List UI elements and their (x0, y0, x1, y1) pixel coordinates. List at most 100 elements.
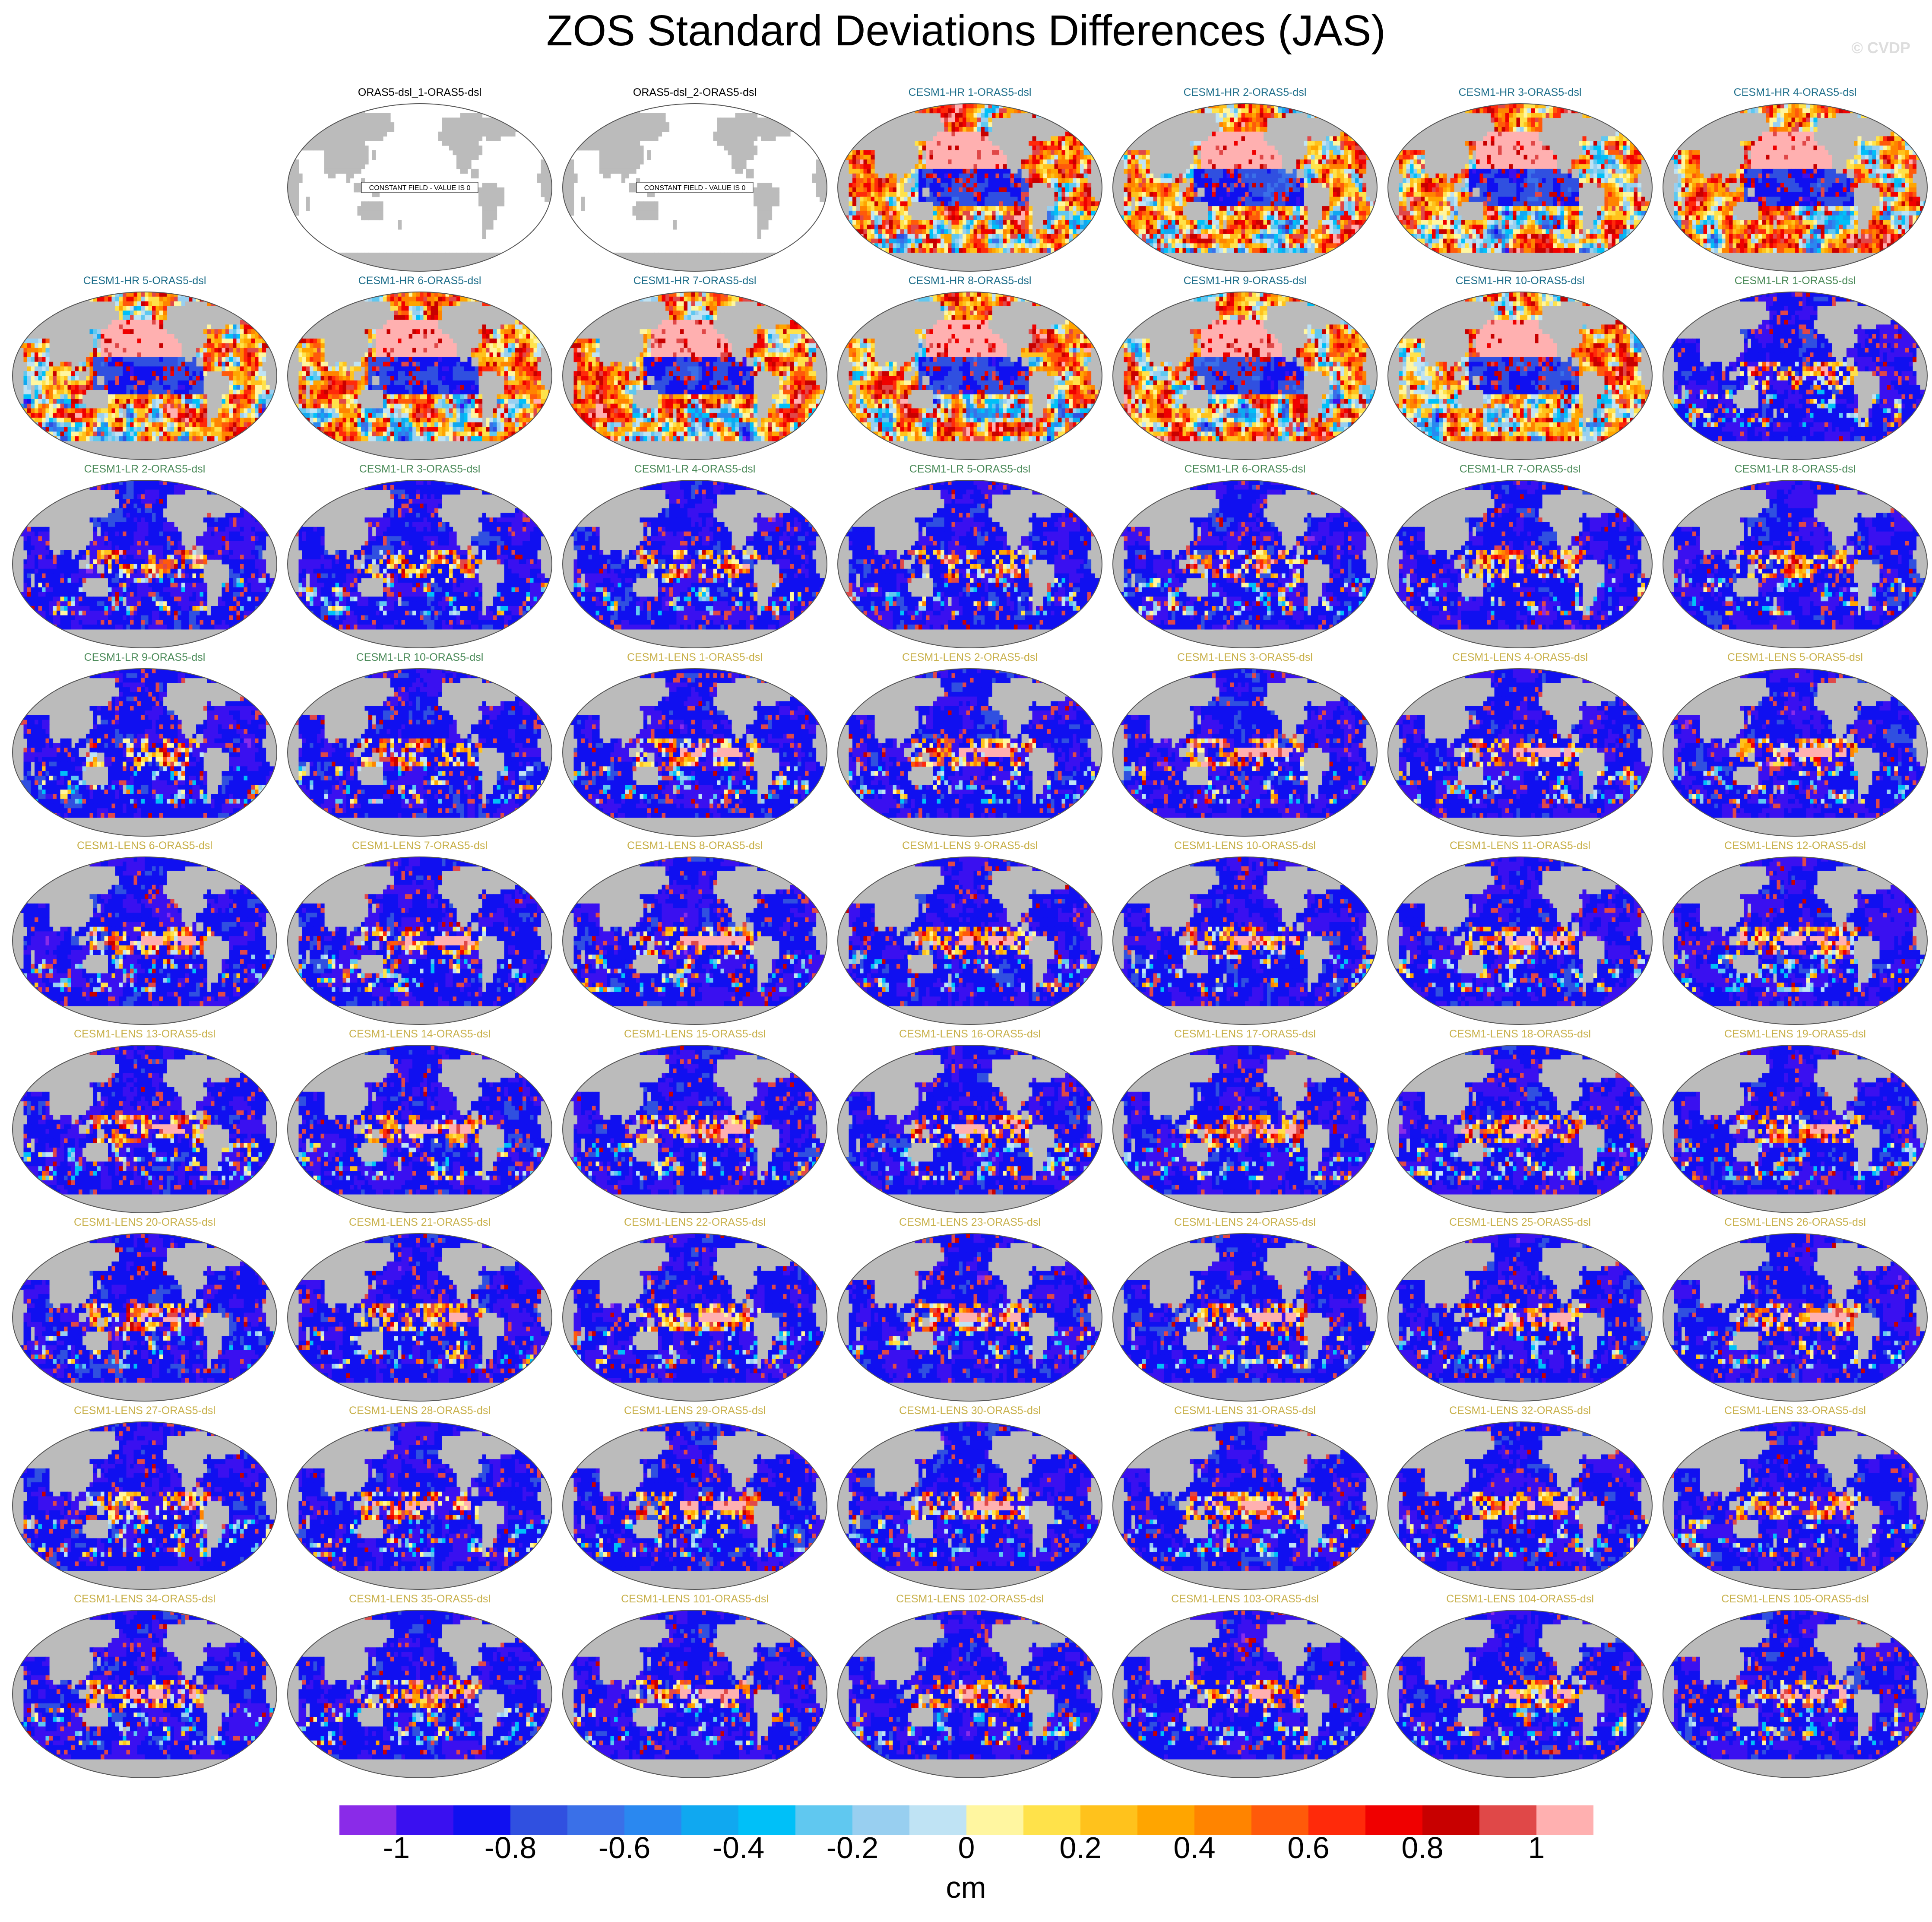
land-cell (618, 122, 622, 127)
heatmap-cell (889, 225, 893, 229)
land-cell (673, 220, 677, 225)
land-cell (721, 127, 725, 132)
land-cell (761, 266, 765, 271)
land-cell (820, 174, 823, 178)
land-cell (291, 155, 295, 160)
heatmap-cell (988, 239, 992, 244)
land-cell (434, 253, 438, 257)
heatmap-cell (1296, 201, 1300, 206)
heatmap-cell (970, 243, 974, 248)
land-cell (460, 257, 464, 262)
heatmap-cell (1120, 225, 1124, 229)
land-cell (354, 127, 358, 132)
land-cell (449, 141, 453, 146)
heatmap-cell (999, 187, 1003, 192)
land-cell (757, 229, 761, 234)
heatmap-cell (1014, 239, 1018, 244)
heatmap-cell (1003, 239, 1007, 244)
heatmap-cell (959, 169, 963, 174)
heatmap-cell (1212, 201, 1216, 206)
heatmap-cell (1230, 113, 1234, 118)
heatmap-cell (1084, 155, 1088, 160)
heatmap-cell (1256, 220, 1260, 225)
land-cell (365, 113, 369, 118)
heatmap-cell (981, 159, 985, 164)
land-cell (596, 122, 600, 127)
heatmap-cell (1146, 234, 1150, 239)
heatmap-cell (900, 234, 904, 239)
heatmap-cell (1091, 122, 1095, 127)
heatmap-cell (1069, 234, 1073, 239)
heatmap-cell (904, 178, 908, 183)
heatmap-cell (1077, 104, 1080, 108)
land-cell (453, 127, 457, 132)
land-cell (438, 253, 442, 257)
heatmap-cell (1296, 211, 1300, 216)
heatmap-cell (1238, 225, 1242, 229)
land-cell (735, 117, 739, 122)
heatmap-cell (1234, 146, 1238, 150)
heatmap-cell (842, 117, 846, 122)
heatmap-cell (1370, 229, 1374, 234)
heatmap-cell (1304, 220, 1308, 225)
land-cell (302, 132, 306, 136)
heatmap-cell (900, 229, 904, 234)
heatmap-cell (977, 187, 981, 192)
heatmap-cell (1128, 220, 1131, 225)
land-cell (633, 141, 637, 146)
heatmap-cell (944, 155, 948, 160)
heatmap-cell (955, 174, 959, 178)
land-cell (721, 141, 725, 146)
heatmap-cell (1249, 113, 1253, 118)
heatmap-cell (1139, 104, 1143, 108)
land-cell (497, 262, 501, 266)
land-cell (486, 117, 490, 122)
heatmap-cell (918, 243, 922, 248)
land-cell (728, 141, 732, 146)
heatmap-cell (1256, 197, 1260, 202)
land-cell (541, 192, 545, 197)
heatmap-cell (948, 211, 952, 216)
land-cell (592, 266, 596, 271)
land-cell (724, 257, 728, 262)
heatmap-cell (1370, 113, 1374, 118)
heatmap-cell (941, 243, 944, 248)
heatmap-cell (1333, 225, 1337, 229)
land-cell (816, 159, 820, 164)
land-cell (761, 220, 765, 225)
heatmap-cell (1230, 211, 1234, 216)
land-cell (512, 132, 516, 136)
heatmap-cell (1359, 211, 1363, 216)
heatmap-cell (1029, 248, 1033, 253)
heatmap-cell (948, 127, 952, 132)
heatmap-cell (959, 187, 963, 192)
heatmap-cell (1065, 234, 1069, 239)
heatmap-cell (896, 216, 900, 220)
heatmap-cell (1117, 150, 1121, 155)
heatmap-cell (1249, 178, 1253, 183)
heatmap-cell (1201, 197, 1205, 202)
heatmap-cell (856, 216, 860, 220)
heatmap-cell (878, 229, 882, 234)
heatmap-cell (1117, 220, 1121, 225)
land-cell (801, 253, 805, 257)
heatmap-cell (999, 178, 1003, 183)
heatmap-cell (1333, 169, 1337, 174)
land-cell (343, 262, 347, 266)
heatmap-cell (864, 192, 868, 197)
heatmap-cell (856, 187, 860, 192)
heatmap-cell (1366, 197, 1370, 202)
heatmap-cell (1128, 108, 1131, 113)
heatmap-cell (952, 220, 956, 225)
land-cell (446, 253, 450, 257)
heatmap-cell (1230, 169, 1234, 174)
heatmap-cell (886, 201, 890, 206)
heatmap-cell (849, 201, 853, 206)
heatmap-cell (1286, 225, 1289, 229)
land-cell (640, 136, 644, 141)
heatmap-cell (937, 169, 941, 174)
land-cell (625, 122, 629, 127)
heatmap-cell (1157, 220, 1161, 225)
land-cell (519, 253, 523, 257)
heatmap-cell (1337, 178, 1341, 183)
